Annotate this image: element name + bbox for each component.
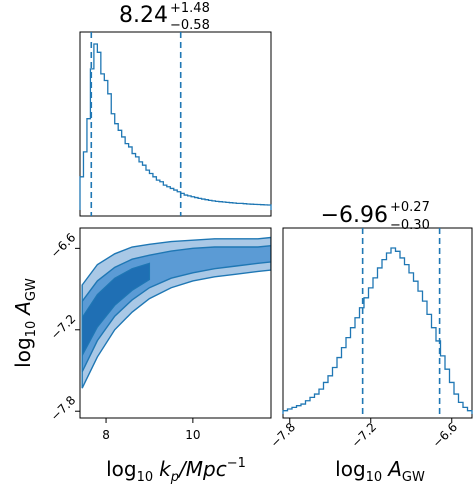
agw-xtick-1-label: −7.2 [349,420,380,451]
svg-text:log10AGW: log10AGW [335,457,425,485]
title-agw-plus: +0.27 [390,200,430,215]
svg-text:log10AGW: log10AGW [11,278,39,368]
x-axis-label-kp: log10 kp/Mpc−1 [106,456,246,485]
title-kp-value: 8.24 [119,3,168,28]
agw-x-ticks: −7.8 −7.2 −6.6 [268,418,461,451]
joint-xtick-0-label: 8 [102,428,110,442]
agw-xtick-2-label: −6.6 [430,420,461,451]
joint-ytick-1-label: −7.2 [48,312,79,343]
joint-xtick-1-label: 10 [185,428,200,442]
joint-y-ticks: −7.8 −7.2 −6.6 [48,230,80,424]
title-agw-value: −6.96 [321,203,388,228]
histogram-agw-panel: −7.8 −7.2 −6.6 [268,227,473,451]
title-kp: 8.24 +1.48 −0.58 [119,1,210,33]
joint-contour-core [81,262,151,356]
y-axis-label-agw: log10AGW [11,278,39,368]
title-agw-minus: −0.30 [390,218,430,233]
histogram-agw-line [282,247,473,414]
agw-xtick-0-label: −7.8 [268,420,299,451]
histogram-kp-panel [79,31,272,217]
histogram-kp-line [79,43,272,210]
title-kp-minus: −0.58 [170,18,210,33]
title-agw: −6.96 +0.27 −0.30 [321,200,430,233]
joint-x-ticks: 8 10 [102,418,201,442]
joint-ytick-2-label: −6.6 [48,230,79,261]
x-axis-label-agw: log10 AGW [335,457,425,485]
title-kp-plus: +1.48 [170,1,210,16]
joint-ytick-0-label: −7.8 [48,393,79,424]
joint-panel: 8 10 −7.8 −7.2 −6.6 [48,227,272,442]
